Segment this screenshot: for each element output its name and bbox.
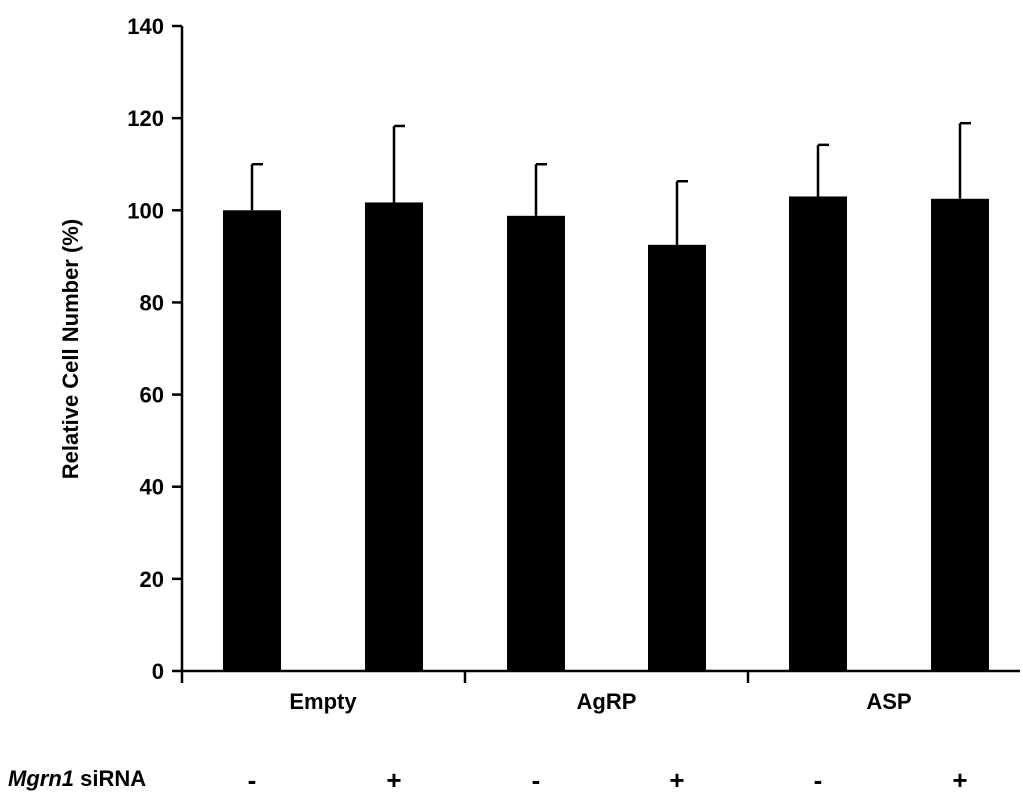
y-tick-label: 0 [152, 659, 164, 684]
y-axis-title: Relative Cell Number (%) [58, 219, 83, 479]
bar [507, 215, 565, 672]
sirna-sign: + [952, 765, 967, 795]
row-label-suffix: siRNA [74, 766, 146, 791]
y-axis: 0 20 40 60 80 100 120 140 [127, 14, 184, 684]
error-bars [250, 121, 971, 245]
sirna-sign: - [248, 765, 257, 795]
sirna-sign: + [386, 765, 401, 795]
y-tick-label: 120 [127, 106, 164, 131]
bar [365, 202, 423, 672]
bar [223, 210, 281, 672]
y-tick-label: 140 [127, 14, 164, 39]
group-label: ASP [866, 689, 911, 714]
y-tick-label: 60 [140, 383, 164, 408]
bar [789, 196, 847, 671]
sirna-sign: + [669, 765, 684, 795]
y-tick-label: 80 [140, 290, 164, 315]
x-labels: Empty AgRP ASP - + - + - + [248, 689, 968, 795]
bar [931, 198, 989, 671]
sirna-sign: - [532, 765, 541, 795]
y-tick-label: 100 [127, 198, 164, 223]
row-label-mgrn1-sirna: Mgrn1 siRNA [8, 766, 146, 791]
y-tick-label: 40 [140, 475, 164, 500]
group-label: AgRP [577, 689, 637, 714]
x-axis [180, 669, 1020, 683]
row-label-gene: Mgrn1 [8, 766, 74, 791]
group-label: Empty [289, 689, 357, 714]
bar [648, 244, 706, 671]
bars [223, 196, 989, 672]
y-tick-label: 20 [140, 567, 164, 592]
sirna-sign: - [814, 765, 823, 795]
